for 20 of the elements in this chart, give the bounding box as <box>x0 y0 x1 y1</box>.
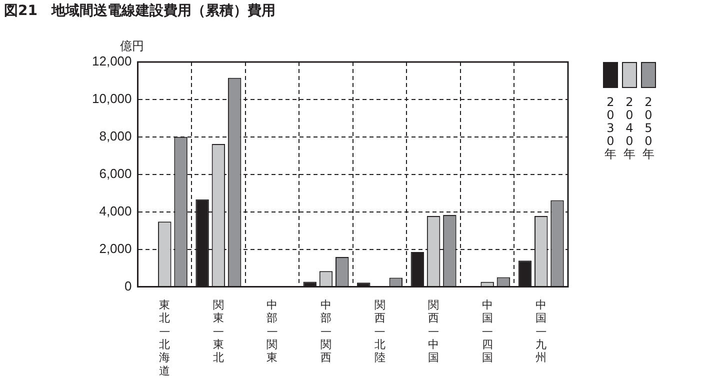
y-tick-label: 0 <box>124 278 132 294</box>
y-tick-label: 6,000 <box>99 166 132 181</box>
x-tick-label: 中国—九州 <box>536 298 547 364</box>
x-tick-label: 中部—関西 <box>320 298 332 364</box>
y-tick-label: 12,000 <box>92 54 132 69</box>
y-tick-label: 10,000 <box>92 91 132 106</box>
x-tick-label: 関西—中国 <box>428 298 440 364</box>
legend-label: 2030年 <box>604 95 618 161</box>
y-axis-title: 億円 <box>120 38 144 55</box>
y-tick-label: 4,000 <box>99 203 132 218</box>
y-tick-label: 2,000 <box>99 240 132 256</box>
x-tick-label: 関東—東北 <box>212 298 224 364</box>
legend-label: 2050年 <box>642 95 656 161</box>
x-tick-label: 東北—北海道 <box>159 298 170 378</box>
y-tick-label: 8,000 <box>99 128 132 144</box>
legend-label: 2040年 <box>622 95 636 161</box>
x-tick-label: 関西—北陸 <box>374 298 386 364</box>
x-tick-label: 中国—四国 <box>482 298 493 364</box>
x-tick-label: 中部—関東 <box>266 298 278 364</box>
chart-title: 図21 地域間送電線建設費用（累積）費用 <box>4 2 276 20</box>
